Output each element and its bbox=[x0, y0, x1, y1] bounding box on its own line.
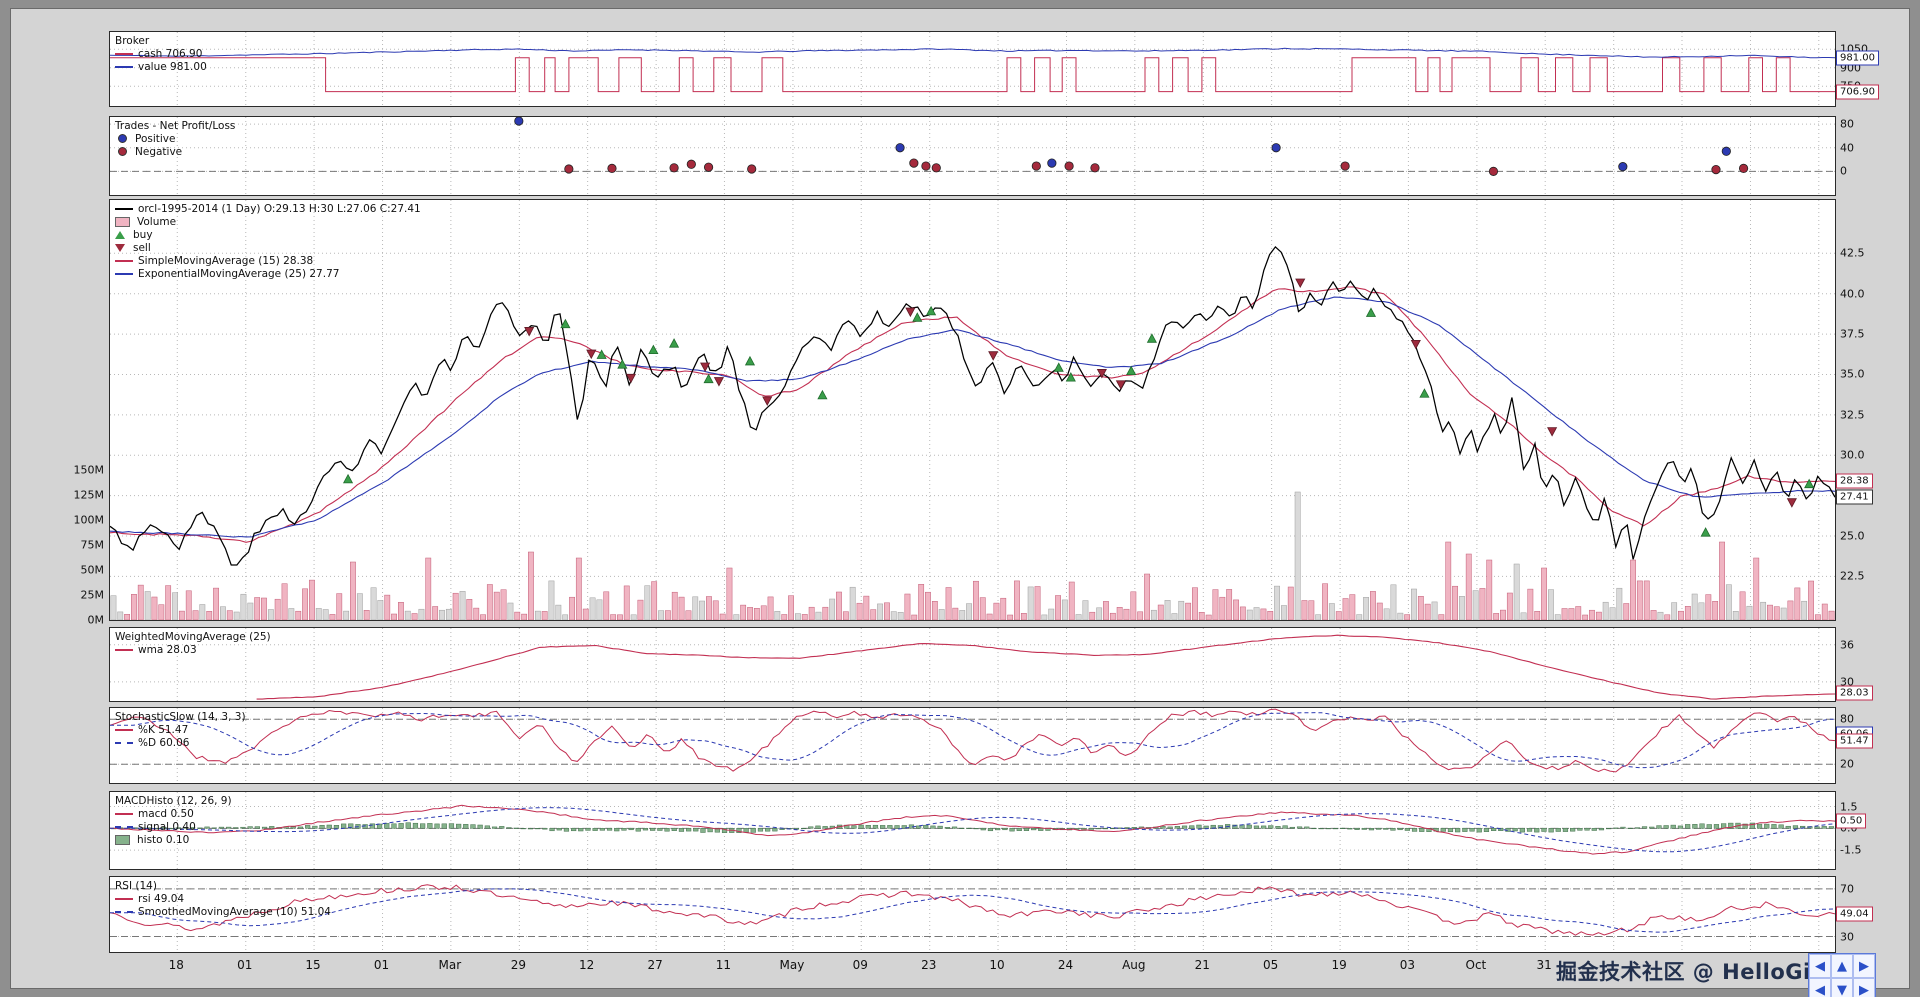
x-tick-label: Mar bbox=[438, 958, 462, 972]
rsi-ytick-label: 70 bbox=[1840, 882, 1854, 896]
x-tick-label: 29 bbox=[510, 958, 526, 972]
x-tick-label: 03 bbox=[1399, 958, 1416, 972]
main-ytick-label: 35.0 bbox=[1840, 367, 1865, 381]
volume-ytick-label: 0M bbox=[87, 613, 105, 627]
main-ytick-label: 37.5 bbox=[1840, 327, 1865, 341]
trades-ytick-label: 40 bbox=[1840, 141, 1854, 155]
volume-ytick-label: 50M bbox=[80, 563, 105, 577]
arrow-right2-icon[interactable]: ▶ bbox=[1853, 978, 1875, 997]
x-tick-label: 31 bbox=[1536, 958, 1552, 972]
wma-ytick-label: 30 bbox=[1840, 675, 1854, 689]
x-axis-labels: 18 01 15 01 Mar 29 12 27 11 May 09 23 10 24 Aug 21 05 19 0… bbox=[109, 958, 1836, 976]
stoch-ytick-label: 80 bbox=[1840, 712, 1854, 726]
rsi-plot-svg bbox=[110, 877, 1835, 952]
wma-ytick-label: 36 bbox=[1840, 638, 1854, 652]
trades-plot-svg bbox=[110, 117, 1835, 195]
main-ytick-label: 32.5 bbox=[1840, 408, 1865, 422]
x-tick-label: 05 bbox=[1262, 958, 1279, 972]
panel-trades: Trades - Net Profit/Loss Positive Negative… bbox=[109, 116, 1854, 196]
main-ytick-label: 42.5 bbox=[1840, 246, 1865, 260]
broker-axis-tag: 981.00 bbox=[1836, 50, 1879, 66]
main-ytick-label: 40.0 bbox=[1840, 287, 1865, 301]
arrow-right-icon[interactable]: ▶ bbox=[1853, 954, 1875, 978]
x-tick-label: 24 bbox=[1057, 958, 1074, 972]
volume-ytick-label: 75M bbox=[80, 538, 105, 552]
x-tick-label: 19 bbox=[1331, 958, 1347, 972]
volume-ytick-label: 100M bbox=[73, 513, 105, 527]
x-tick-label: 21 bbox=[1194, 958, 1210, 972]
trades-ytick-label: 80 bbox=[1840, 117, 1854, 131]
arrow-left-icon[interactable]: ◀ bbox=[1809, 954, 1831, 978]
macd-ytick-label: -1.5 bbox=[1840, 843, 1862, 857]
x-tick-label: Oct bbox=[1465, 958, 1487, 972]
x-tick-label: May bbox=[779, 958, 805, 972]
x-tick-label: 12 bbox=[579, 958, 595, 972]
main-axis-tag: 28.38 bbox=[1836, 473, 1873, 489]
macd-axis-tag: 0.50 bbox=[1836, 813, 1867, 829]
arrow-up-icon[interactable]: ▲ bbox=[1831, 954, 1853, 978]
x-tick-label: 11 bbox=[715, 958, 732, 972]
broker-plot-svg bbox=[110, 32, 1835, 106]
volume-ytick-label: 125M bbox=[73, 488, 105, 502]
x-tick-label: 27 bbox=[647, 958, 663, 972]
stochastic-plot-svg bbox=[110, 708, 1835, 783]
panel-price-volume: orcl-1995-2014 (1 Day) O:29.13 H:30 L:27… bbox=[74, 199, 1873, 627]
x-tick-label: 15 bbox=[305, 958, 321, 972]
x-tick-label: 01 bbox=[237, 958, 253, 972]
price-plot-svg bbox=[110, 200, 1835, 620]
arrow-left2-icon[interactable]: ◀ bbox=[1809, 978, 1831, 997]
panel-rsi: RSI (14) rsi 49.04 SmoothedMovingAverage (… bbox=[109, 876, 1873, 953]
main-ytick-label: 30.0 bbox=[1840, 448, 1865, 462]
volume-ytick-label: 150M bbox=[73, 463, 105, 477]
x-tick-label: 23 bbox=[921, 958, 937, 972]
main-ytick-label: 22.5 bbox=[1840, 569, 1865, 583]
panel-macd: MACDHisto (12, 26, 9) macd 0.50 signal 0.4… bbox=[109, 791, 1867, 870]
broker-axis-tag: 706.90 bbox=[1836, 84, 1879, 100]
wma-axis-tag: 28.03 bbox=[1836, 685, 1873, 701]
stoch-axis-tag: 51.47 bbox=[1836, 733, 1873, 749]
x-tick-label: 10 bbox=[989, 958, 1005, 972]
arrow-down-icon[interactable]: ▼ bbox=[1831, 978, 1853, 997]
panel-wma: WeightedMovingAverage (25) wma 28.03 36 30… bbox=[109, 627, 1873, 702]
volume-ytick-label: 25M bbox=[80, 588, 105, 602]
x-tick-label: 18 bbox=[168, 958, 184, 972]
rsi-axis-tag: 49.04 bbox=[1836, 906, 1873, 922]
x-tick-label: 09 bbox=[852, 958, 868, 972]
rsi-ytick-label: 30 bbox=[1840, 930, 1854, 944]
arrow-pad-widget[interactable]: ◀ ▲ ▶ ◀ ▼ ▶ bbox=[1808, 953, 1876, 997]
x-tick-label: 01 bbox=[373, 958, 390, 972]
stoch-ytick-label: 20 bbox=[1840, 757, 1854, 771]
macd-ytick-label: 1.5 bbox=[1840, 800, 1858, 814]
main-axis-tag: 27.41 bbox=[1836, 489, 1873, 505]
trades-ytick-label: 0 bbox=[1840, 164, 1847, 178]
x-tick-label: Aug bbox=[1122, 958, 1146, 972]
panel-stochastic: StochasticSlow (14, 3, 3) %K 51.47 %D 60.0… bbox=[109, 707, 1873, 784]
macd-plot-svg bbox=[110, 792, 1835, 869]
main-ytick-label: 25.0 bbox=[1840, 529, 1865, 543]
wma-plot-svg bbox=[110, 628, 1835, 701]
